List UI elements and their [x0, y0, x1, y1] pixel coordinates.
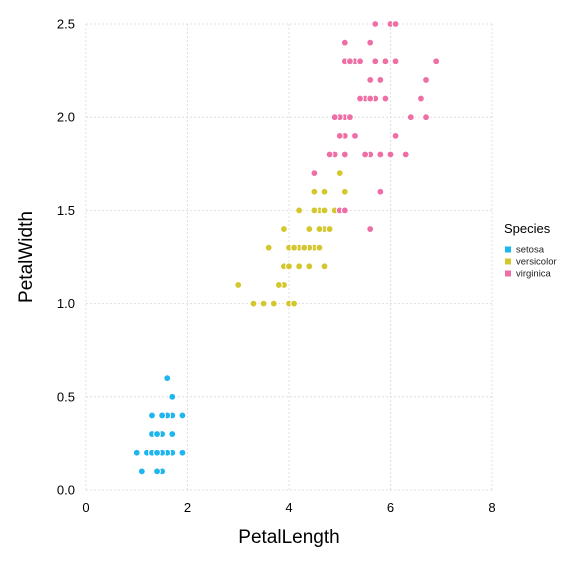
data-point-virginica [432, 57, 441, 66]
x-tick-label: 4 [285, 500, 292, 515]
data-point-virginica [417, 94, 425, 103]
data-point-virginica [381, 94, 390, 103]
data-point-virginica [356, 57, 364, 66]
data-point-setosa [163, 374, 172, 383]
data-point-virginica [340, 150, 349, 159]
data-point-versicolor [249, 299, 258, 308]
data-point-versicolor [315, 225, 324, 233]
data-points [132, 20, 441, 476]
data-point-virginica [366, 76, 375, 84]
data-point-versicolor [280, 225, 288, 233]
data-point-virginica [361, 150, 370, 159]
data-point-virginica [391, 131, 400, 140]
data-point-versicolor [320, 262, 329, 271]
data-point-setosa [148, 411, 156, 420]
data-point-virginica [346, 57, 354, 66]
data-point-versicolor [295, 206, 304, 215]
data-point-versicolor [274, 281, 283, 289]
data-point-virginica [325, 150, 334, 159]
data-point-virginica [340, 206, 349, 215]
x-tick-label: 6 [387, 500, 394, 515]
data-point-versicolor [310, 206, 319, 215]
data-point-setosa [132, 448, 141, 457]
data-point-virginica [406, 113, 415, 122]
data-point-versicolor [310, 187, 319, 196]
y-tick-label: 0.0 [57, 483, 75, 498]
x-tick-label: 0 [82, 500, 89, 515]
data-point-versicolor [305, 262, 314, 271]
data-point-virginica [351, 131, 359, 140]
data-point-virginica [330, 113, 339, 122]
data-point-versicolor [269, 299, 278, 308]
data-point-setosa [153, 448, 161, 457]
x-tick-labels: 0 2 4 6 8 [82, 500, 495, 515]
data-point-versicolor [290, 299, 298, 308]
data-point-setosa [158, 411, 167, 420]
data-point-virginica [366, 225, 375, 233]
data-point-setosa [137, 467, 146, 476]
data-point-virginica [422, 113, 430, 122]
data-point-versicolor [264, 243, 273, 252]
data-point-virginica [391, 20, 400, 28]
data-point-virginica [376, 187, 385, 196]
legend-label-versicolor: versicolor [516, 257, 557, 268]
data-point-virginica [356, 94, 364, 103]
data-point-virginica [422, 76, 430, 84]
data-point-versicolor [300, 243, 309, 252]
data-point-virginica [340, 38, 349, 47]
data-point-versicolor [290, 243, 298, 252]
y-tick-label: 1.0 [57, 296, 75, 311]
data-point-virginica [376, 76, 385, 84]
legend-title: Species [504, 221, 551, 236]
data-point-setosa [178, 411, 187, 420]
y-tick-label: 1.5 [57, 203, 75, 218]
grid-lines [85, 23, 493, 491]
data-point-virginica [366, 38, 375, 47]
legend-label-setosa: setosa [516, 245, 545, 256]
data-point-versicolor [295, 262, 304, 271]
data-point-setosa [168, 430, 177, 438]
y-tick-labels: 0.0 0.5 1.0 1.5 2.0 2.5 [57, 17, 75, 498]
data-point-virginica [310, 169, 319, 178]
y-axis-title: PetalWidth [16, 211, 37, 303]
legend-swatch-setosa [505, 246, 511, 253]
data-point-versicolor [320, 206, 329, 215]
data-point-virginica [386, 150, 395, 159]
data-point-virginica [346, 113, 354, 122]
legend-swatch-versicolor [505, 258, 511, 265]
data-point-setosa [178, 448, 187, 457]
data-point-virginica [371, 57, 380, 66]
data-point-virginica [335, 131, 344, 140]
legend-swatch-virginica [505, 270, 511, 277]
data-point-virginica [381, 57, 390, 66]
y-tick-label: 2.5 [57, 17, 75, 32]
data-point-versicolor [285, 262, 293, 271]
data-point-versicolor [325, 225, 334, 233]
data-point-versicolor [320, 187, 329, 196]
data-point-versicolor [305, 225, 314, 233]
data-point-versicolor [340, 187, 349, 196]
data-point-versicolor [335, 169, 344, 178]
data-point-versicolor [234, 281, 243, 289]
y-tick-label: 0.5 [57, 389, 75, 404]
data-point-virginica [401, 150, 410, 159]
data-point-virginica [371, 20, 380, 28]
data-point-setosa [168, 392, 177, 401]
data-point-versicolor [259, 299, 268, 308]
data-point-virginica [376, 150, 385, 159]
data-point-versicolor [315, 243, 324, 252]
x-axis-title: PetalLength [238, 527, 339, 548]
data-point-virginica [391, 57, 400, 66]
legend-label-virginica: virginica [516, 269, 552, 280]
x-tick-label: 2 [184, 500, 191, 515]
y-tick-label: 2.0 [57, 110, 75, 125]
data-point-setosa [153, 430, 161, 438]
data-point-setosa [153, 467, 161, 476]
x-tick-label: 8 [488, 500, 495, 515]
data-point-virginica [366, 94, 375, 103]
